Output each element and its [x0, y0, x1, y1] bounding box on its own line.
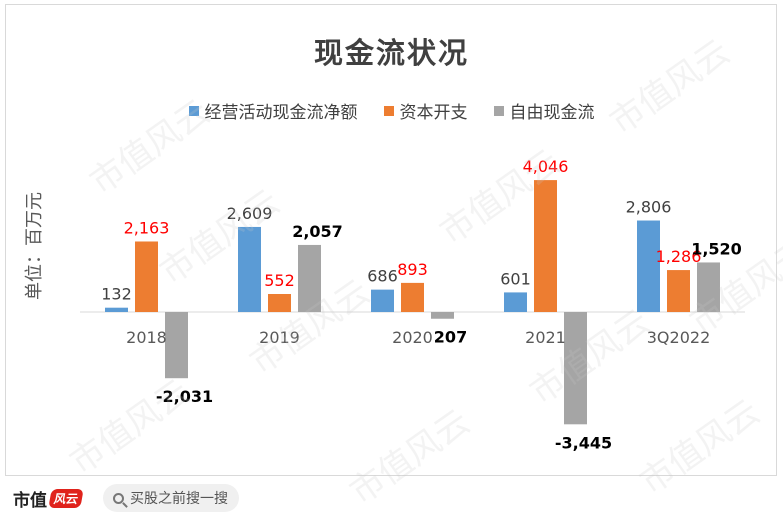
data-label: 2,057 [292, 222, 343, 241]
search-placeholder: 买股之前搜一搜 [130, 491, 228, 507]
legend-item-capex: 资本开支 [383, 98, 468, 123]
bar-operating-cash-flow [504, 292, 527, 312]
data-label: 4,046 [523, 157, 569, 176]
data-label: 1,520 [691, 239, 742, 258]
search-box[interactable]: 买股之前搜一搜 [103, 484, 239, 512]
legend-item-free-cash-flow: 自由现金流 [493, 98, 595, 123]
chart-title: 现金流状况 [313, 36, 469, 70]
data-label: 207 [434, 328, 467, 347]
bar-capex [667, 270, 690, 312]
bar-operating-cash-flow [371, 289, 394, 312]
bar-capex [135, 241, 158, 312]
legend-swatch [493, 105, 504, 116]
footer-bar: 市值 风云 买股之前搜一搜 [0, 476, 783, 522]
bar-operating-cash-flow [105, 307, 128, 312]
bar-capex [534, 180, 557, 312]
legend-label: 经营活动现金流净额 [204, 103, 358, 123]
data-label: -3,445 [555, 433, 612, 452]
data-label: 601 [500, 269, 531, 288]
legend-item-operating-cash-flow: 经营活动现金流净额 [188, 98, 358, 123]
bar-free-cash-flow [697, 262, 720, 312]
chart-legend: 经营活动现金流净额 资本开支 自由现金流 [0, 98, 783, 123]
legend-label: 自由现金流 [509, 103, 595, 123]
data-label: 686 [367, 267, 398, 286]
bar-operating-cash-flow [637, 220, 660, 312]
data-label: -2,031 [156, 387, 213, 406]
x-tick-label: 2019 [259, 328, 300, 347]
bar-free-cash-flow [298, 244, 321, 312]
data-label: 552 [264, 271, 295, 290]
data-label: 2,806 [626, 198, 672, 217]
brand-logo: 市值 风云 [13, 486, 84, 511]
bar-free-cash-flow [431, 312, 454, 319]
bar-capex [268, 294, 291, 312]
data-label: 132 [101, 285, 132, 304]
legend-swatch [383, 105, 394, 116]
data-label: 2,163 [124, 218, 170, 237]
legend-swatch [188, 105, 199, 116]
bar-free-cash-flow [165, 312, 188, 379]
bar-capex [401, 282, 424, 312]
bar-operating-cash-flow [238, 226, 261, 312]
data-label: 2,609 [227, 204, 273, 223]
search-icon [113, 492, 124, 504]
x-tick-label: 2021 [525, 328, 566, 347]
bar-free-cash-flow [564, 312, 587, 425]
chart-plot-area: 132 2,163 -2,031 2018 2,609 552 2,057 2019 686 89… [80, 157, 745, 452]
brand-name: 市值 [13, 491, 47, 511]
x-tick-label: 2018 [126, 328, 167, 347]
brand-mark: 风云 [48, 489, 84, 508]
legend-label: 资本开支 [399, 103, 468, 123]
data-label: 893 [397, 260, 428, 279]
data-label: 1,286 [656, 247, 702, 266]
x-tick-label: 3Q2022 [647, 328, 711, 347]
x-tick-label: 2020 [392, 328, 433, 347]
